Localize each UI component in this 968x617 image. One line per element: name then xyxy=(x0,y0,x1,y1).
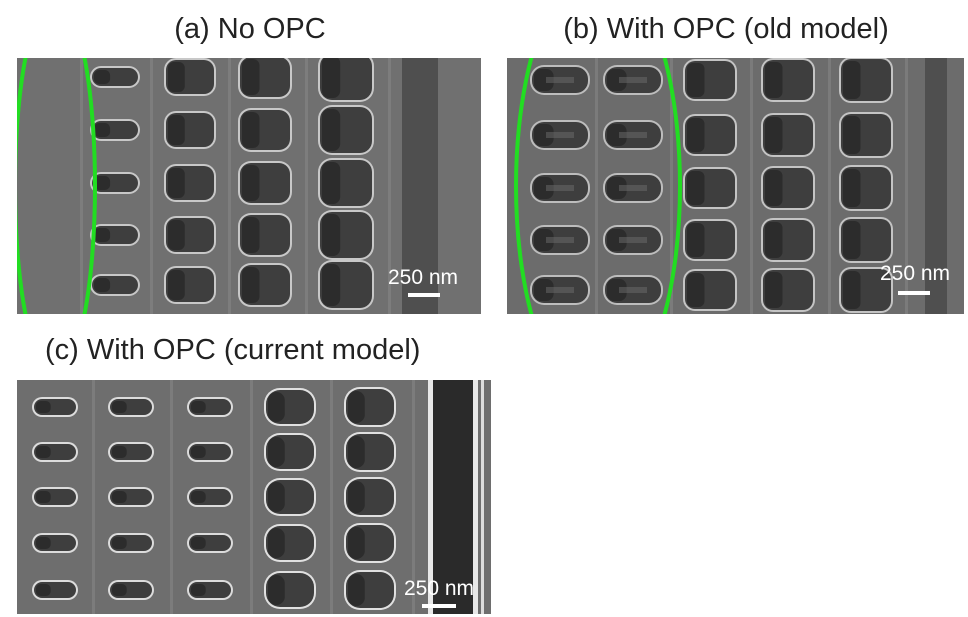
hole-shade xyxy=(348,481,365,513)
scale-line xyxy=(408,293,440,297)
hole-shade xyxy=(242,267,260,303)
stripe xyxy=(170,380,173,614)
hole-shade xyxy=(322,264,340,306)
hole-shade xyxy=(687,118,705,152)
hole-shade xyxy=(94,228,110,242)
hole-shade xyxy=(94,278,110,292)
hole-shade xyxy=(765,170,783,206)
hole-shade xyxy=(268,575,285,605)
hole-shade xyxy=(242,165,260,201)
hole-shade xyxy=(36,401,51,413)
hole-shade xyxy=(242,112,260,148)
hole-shade xyxy=(843,221,861,259)
neck xyxy=(546,287,574,293)
scale-line xyxy=(422,604,456,608)
bar-line xyxy=(481,380,484,614)
neck xyxy=(619,237,647,243)
stripe xyxy=(150,58,153,314)
stripe xyxy=(250,380,253,614)
hole-shade xyxy=(36,446,51,458)
neck xyxy=(546,237,574,243)
stripe xyxy=(828,58,831,314)
figure: (a) No OPC (b) With OPC (old model) (c) … xyxy=(0,0,968,617)
neck xyxy=(546,132,574,138)
stripe xyxy=(330,380,333,614)
hole-shade xyxy=(348,436,365,468)
hole-shade xyxy=(843,61,861,99)
neck xyxy=(619,185,647,191)
hole-shade xyxy=(765,117,783,153)
hole-shade xyxy=(168,115,185,145)
panel-title: (a) No OPC xyxy=(174,13,325,45)
hole-shade xyxy=(112,537,127,549)
hole-shade xyxy=(765,222,783,258)
scale-label: 250 nm xyxy=(880,262,950,285)
panel-title: (b) With OPC (old model) xyxy=(563,13,889,45)
hole-shade xyxy=(322,214,340,256)
hole-shade xyxy=(191,537,206,549)
hole-shade xyxy=(112,446,127,458)
hole-shade xyxy=(191,584,206,596)
sem-image xyxy=(507,0,964,406)
stripe xyxy=(80,58,83,314)
hole-shade xyxy=(765,62,783,98)
hole-shade xyxy=(168,270,185,300)
hole-shade xyxy=(191,446,206,458)
stripe xyxy=(305,58,308,314)
hole-shade xyxy=(168,168,185,198)
hole-shade xyxy=(322,109,340,151)
sem-image xyxy=(15,0,481,376)
scale-line xyxy=(898,291,930,295)
stripe xyxy=(228,58,231,314)
hole-shade xyxy=(687,171,705,205)
hole-shade xyxy=(36,491,51,503)
hole-shade xyxy=(191,491,206,503)
hole-shade xyxy=(112,584,127,596)
hole-shade xyxy=(112,401,127,413)
hole-shade xyxy=(348,527,365,559)
hole-shade xyxy=(687,223,705,257)
hole-shade xyxy=(36,537,51,549)
hole-shade xyxy=(168,62,185,92)
hole-shade xyxy=(843,116,861,154)
hole-shade xyxy=(94,123,110,137)
hole-shade xyxy=(168,220,185,250)
neck xyxy=(619,132,647,138)
hole-shade xyxy=(348,574,365,606)
hole-shade xyxy=(242,59,260,95)
hole-shade xyxy=(687,273,705,307)
stripe xyxy=(750,58,753,314)
neck xyxy=(619,77,647,83)
neck xyxy=(546,77,574,83)
hole-shade xyxy=(268,528,285,558)
hole-shade xyxy=(843,271,861,309)
hole-shade xyxy=(36,584,51,596)
hole-shade xyxy=(191,401,206,413)
hole-shade xyxy=(765,272,783,308)
scale-label: 250 nm xyxy=(388,266,458,289)
hole-shade xyxy=(112,491,127,503)
stripe xyxy=(595,58,598,314)
hole-shade xyxy=(687,63,705,97)
neck xyxy=(619,287,647,293)
hole-shade xyxy=(268,482,285,512)
hole-shade xyxy=(348,391,365,423)
scale-label: 250 nm xyxy=(404,577,474,600)
hole-shade xyxy=(94,70,110,84)
hole-shade xyxy=(268,392,285,422)
hole-shade xyxy=(268,437,285,467)
hole-shade xyxy=(242,217,260,253)
stripe xyxy=(92,380,95,614)
hole-shade xyxy=(322,162,340,204)
hole-shade xyxy=(322,56,340,98)
neck xyxy=(546,185,574,191)
hole-shade xyxy=(843,169,861,207)
panel-title: (c) With OPC (current model) xyxy=(45,334,420,366)
